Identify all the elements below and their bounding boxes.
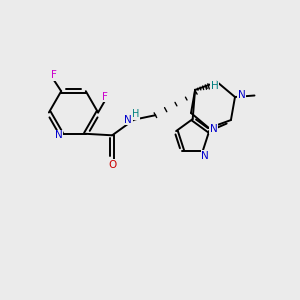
Text: N: N (238, 91, 245, 100)
Text: N: N (55, 130, 63, 140)
Text: N: N (124, 115, 132, 125)
Text: H: H (211, 81, 218, 92)
Text: O: O (108, 160, 116, 170)
Text: H: H (132, 109, 139, 119)
Text: N: N (210, 124, 218, 134)
Text: N: N (201, 151, 209, 161)
Text: F: F (102, 92, 108, 102)
Text: F: F (51, 70, 57, 80)
